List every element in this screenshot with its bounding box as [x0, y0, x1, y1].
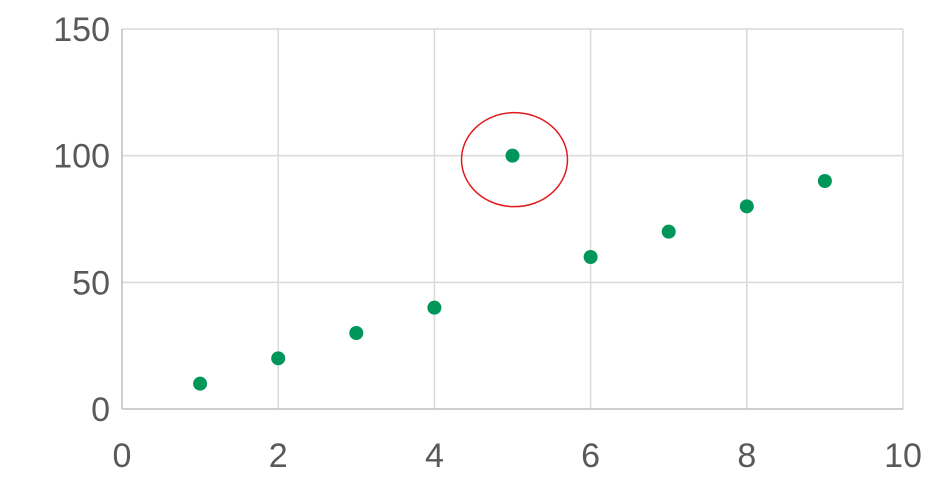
x-tick-label: 0: [113, 437, 132, 475]
data-points: [193, 148, 832, 391]
y-tick-label: 50: [72, 264, 110, 302]
x-tick-label: 4: [425, 437, 444, 475]
x-tick-label: 2: [269, 437, 288, 475]
x-tick-label: 6: [581, 437, 600, 475]
x-tick-label: 10: [884, 437, 922, 475]
grid: [122, 28, 904, 409]
data-point: [583, 250, 598, 264]
axes: [121, 29, 903, 410]
data-point: [505, 148, 520, 163]
x-tick-label: 8: [737, 437, 756, 475]
data-point: [661, 224, 676, 239]
annotations: [460, 111, 569, 208]
y-tick-label: 100: [53, 138, 110, 176]
y-tick-label: 150: [53, 11, 110, 49]
outlier-highlight-circle: [460, 111, 569, 208]
data-point: [739, 199, 754, 214]
y-tick-label: 0: [91, 391, 110, 429]
data-point: [817, 174, 832, 188]
data-point: [349, 326, 364, 340]
data-point: [193, 376, 208, 391]
data-point: [427, 300, 442, 315]
data-point: [271, 351, 286, 366]
